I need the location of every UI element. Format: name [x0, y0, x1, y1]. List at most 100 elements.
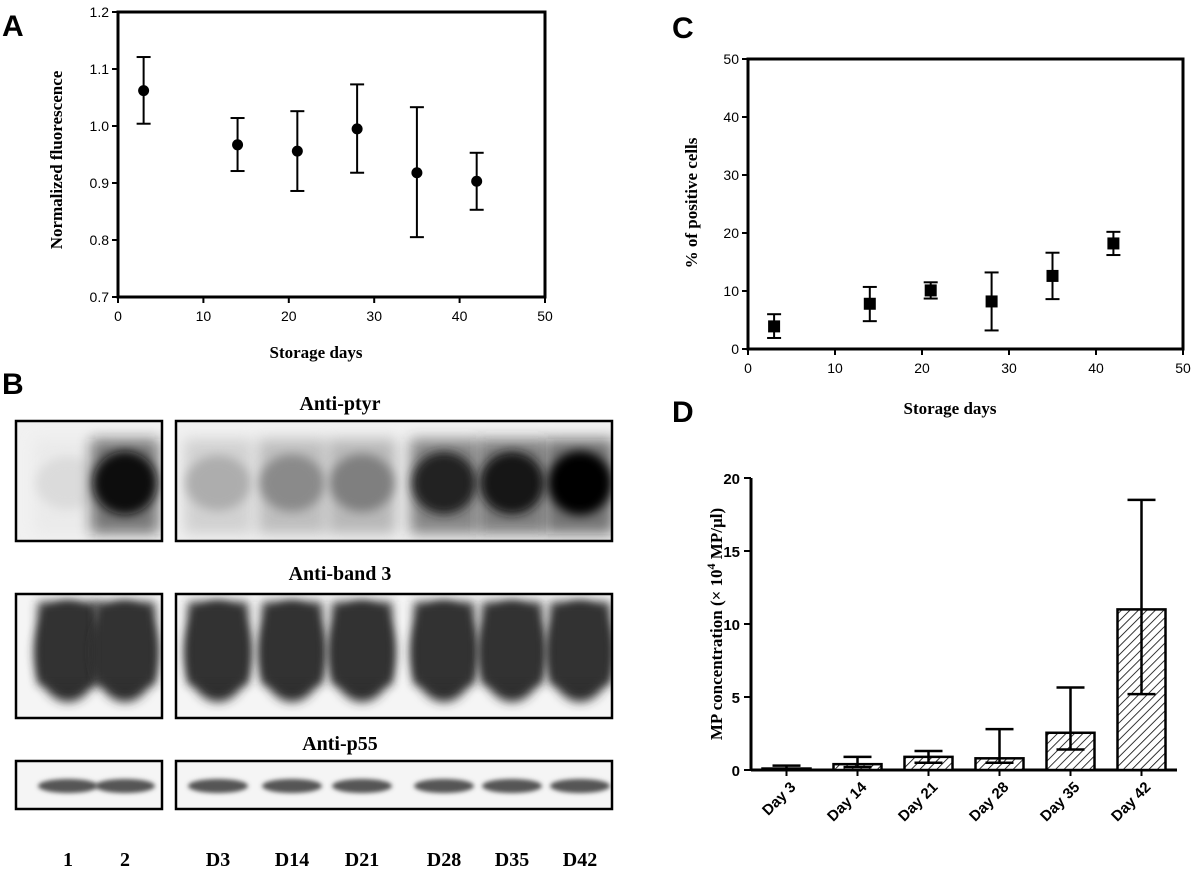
blot-frame: [174, 759, 614, 811]
x-tick-label: Day 35: [1037, 779, 1083, 825]
chart-a-ylabel: Normalized fluorescence: [47, 70, 66, 249]
x-tick-label: 0: [744, 360, 752, 376]
blot-title-anti-ptyr: Anti-ptyr: [299, 393, 380, 415]
blot-band: [480, 451, 544, 515]
data-point: [138, 85, 150, 97]
y-tick-label: 10: [723, 283, 739, 299]
data-point: [863, 297, 876, 310]
blot-lanes: [38, 779, 155, 793]
x-tick-label: 40: [1088, 360, 1104, 376]
x-tick-label: 20: [914, 360, 930, 376]
data-point: [351, 123, 363, 135]
lane-label: D21: [345, 849, 379, 871]
chart-d-ylabel-main: MP concentration (× 10: [707, 569, 726, 740]
blot-band: [330, 454, 394, 512]
x-tick-label: 50: [1175, 360, 1191, 376]
chart-chartA-frame: [116, 10, 547, 299]
blot-band: [260, 454, 324, 512]
blot-band: [262, 779, 322, 793]
western-blot-panel: Anti-ptyr Anti-band 3 Anti-p55 1 2 D3 D14 D2…: [14, 393, 614, 871]
x-tick-label: 20: [281, 308, 297, 324]
x-tick-label: Day 28: [966, 779, 1012, 825]
blot-band-body: [188, 602, 248, 684]
data-point: [985, 295, 998, 308]
y-tick-label: 0: [732, 763, 740, 780]
blot-band: [332, 779, 392, 793]
data-point: [471, 175, 483, 187]
panel-letter-c: C: [672, 12, 694, 45]
blot-lanes: [34, 439, 159, 534]
blot-band: [186, 455, 250, 511]
blot-frame: [14, 419, 164, 543]
x-tick-label: 30: [1001, 360, 1017, 376]
x-tick-label: 30: [366, 308, 382, 324]
x-tick-label: Day 21: [895, 779, 941, 825]
panel-letter-a: A: [2, 10, 24, 43]
y-tick-label: 40: [723, 109, 739, 125]
blot-band: [95, 779, 155, 793]
blot-band-body: [482, 602, 542, 684]
chart-d-ylabel-tail: MP/µl): [707, 508, 726, 564]
chart-d-ylabel: MP concentration (× 104 MP/µl): [704, 508, 726, 740]
y-tick-label: 1.1: [90, 61, 110, 77]
blot-band: [412, 451, 476, 515]
y-tick-label: 1.0: [90, 118, 110, 134]
data-point: [291, 145, 303, 157]
y-tick-label: 0.9: [90, 175, 110, 191]
data-point: [1046, 269, 1059, 282]
x-tick-label: 10: [827, 360, 843, 376]
lane-label: D42: [563, 849, 597, 871]
blot-band-body: [550, 602, 610, 684]
x-tick-label: 0: [114, 308, 122, 324]
blot-frame: [14, 592, 164, 720]
blot-lanes: [185, 602, 612, 702]
lane-label: D3: [206, 849, 230, 871]
x-tick-label: 10: [196, 308, 212, 324]
blot-band: [36, 456, 100, 510]
y-tick-label: 20: [723, 471, 740, 488]
blot-title-anti-band3: Anti-band 3: [289, 563, 392, 585]
lane-label: 2: [120, 849, 130, 871]
x-tick-label: Day 42: [1108, 779, 1154, 825]
blot-band-body: [332, 602, 392, 684]
chart-d-mp-concentration: MP concentration (× 104 MP/µl) 0 5 10 15 20 D…: [704, 471, 1177, 825]
blot-band: [548, 451, 612, 515]
x-tick-label: 50: [537, 308, 553, 324]
y-tick-label: 20: [723, 225, 739, 241]
blot-band: [550, 779, 610, 793]
blot-lanes: [188, 779, 610, 793]
y-tick-label: 1.2: [90, 4, 110, 20]
data-point: [1107, 237, 1120, 250]
blot-band: [38, 779, 98, 793]
blot-band: [414, 779, 474, 793]
x-tick-label: Day 3: [759, 779, 799, 819]
panel-letter-b: B: [2, 368, 24, 401]
blot-band: [93, 451, 157, 515]
blot-band-body: [262, 602, 322, 684]
chart-c-ylabel: % of positive cells: [682, 137, 701, 268]
blot-lanes: [35, 602, 158, 702]
lane-label: 1: [63, 849, 73, 871]
data-point: [232, 139, 244, 151]
data-point: [411, 167, 423, 179]
data-point: [924, 284, 937, 297]
lane-label: D35: [495, 849, 529, 871]
y-tick-label: 0.8: [90, 232, 110, 248]
blot-band: [482, 779, 542, 793]
chart-c-positive-cells: Storage days % of positive cells 0 10 20 30…: [682, 51, 1191, 418]
y-tick-label: 0.7: [90, 289, 110, 305]
y-tick-label: 0: [731, 341, 739, 357]
blot-title-anti-p55: Anti-p55: [302, 733, 378, 755]
blot-frame: [174, 419, 614, 543]
lane-label: D28: [427, 849, 461, 871]
x-tick-label: Day 14: [824, 778, 871, 825]
data-point: [768, 320, 781, 333]
panel-letter-d: D: [672, 396, 694, 429]
x-tick-label: 40: [452, 308, 468, 324]
chart-d-ylabel-sup: 4: [704, 563, 718, 569]
y-tick-label: 50: [723, 51, 739, 67]
blot-band: [188, 779, 248, 793]
chart-a-xlabel: Storage days: [269, 343, 362, 362]
chart-c-xlabel: Storage days: [903, 399, 996, 418]
y-tick-label: 10: [723, 617, 740, 634]
